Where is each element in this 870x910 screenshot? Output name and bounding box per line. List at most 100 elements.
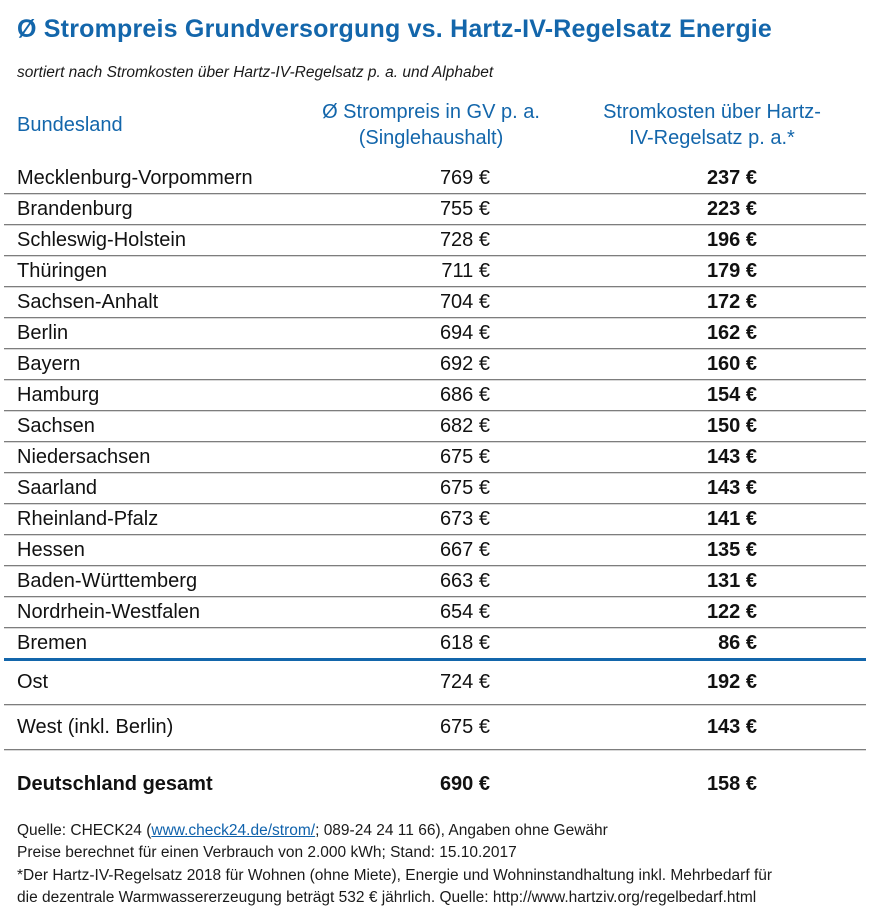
row-divider xyxy=(4,255,866,257)
bundesland-name: Berlin xyxy=(17,322,69,344)
footer-quelle-prefix: Quelle: CHECK24 ( xyxy=(17,822,152,839)
row-divider xyxy=(4,627,866,629)
table-row-mecklenburg-vorpommern: Mecklenburg-Vorpommern 769 € 237 € xyxy=(0,164,870,193)
strompreis-value: 711 € xyxy=(441,260,490,282)
row-divider xyxy=(4,379,866,381)
strompreis-value: 692 € xyxy=(439,353,490,375)
region-name: West (inkl. Berlin) xyxy=(17,716,174,738)
strompreis-value: 755 € xyxy=(439,198,490,220)
check24-link[interactable]: www.check24.de/strom/ xyxy=(151,822,316,839)
bundesland-name: Thüringen xyxy=(17,260,108,282)
strompreis-value: 769 € xyxy=(439,167,490,189)
column-header-strompreis: Ø Strompreis in GV p. a. (Singlehaushalt… xyxy=(300,99,562,151)
strompreis-value: 724 € xyxy=(439,671,490,693)
strompreis-value: 654 € xyxy=(439,601,490,623)
overcost-value: 158 € xyxy=(706,772,757,795)
table-row-saarland: Saarland 675 € 143 € xyxy=(0,474,870,503)
overcost-value: 162 € xyxy=(706,322,757,344)
overcost-value: 150 € xyxy=(706,415,757,437)
strompreis-value: 728 € xyxy=(439,229,490,251)
row-divider xyxy=(4,534,866,536)
footer-line-3: *Der Hartz-IV-Regelsatz 2018 für Wohnen … xyxy=(17,866,773,884)
table-row-ost: Ost 724 € 192 € xyxy=(0,661,870,704)
overcost-value: 143 € xyxy=(706,477,757,499)
total-name: Deutschland gesamt xyxy=(17,772,213,795)
footer-quelle-suffix: ; 089-24 24 11 66), Angaben ohne Gewähr xyxy=(315,822,608,839)
overcost-value: 131 € xyxy=(706,570,757,592)
row-divider xyxy=(4,317,866,319)
column-header-stromkosten-line1: Stromkosten über Hartz- xyxy=(603,101,821,123)
bundesland-name: Nordrhein-Westfalen xyxy=(17,601,201,623)
strompreis-value: 675 € xyxy=(439,716,490,738)
table-row-deutschland-gesamt: Deutschland gesamt 690 € 158 € xyxy=(0,764,870,804)
infographic-table: Ø Strompreis Grundversorgung vs. Hartz-I… xyxy=(0,15,870,910)
row-divider xyxy=(4,193,866,195)
table-body: Mecklenburg-Vorpommern 769 € 237 € Brand… xyxy=(0,164,870,804)
overcost-value: 237 € xyxy=(706,167,757,189)
row-divider xyxy=(4,286,866,288)
table-row-schleswig-holstein: Schleswig-Holstein 728 € 196 € xyxy=(0,226,870,255)
table-row-sachsen: Sachsen 682 € 150 € xyxy=(0,412,870,441)
row-divider xyxy=(4,441,866,443)
column-header-bundesland: Bundesland xyxy=(17,114,123,136)
row-divider xyxy=(4,704,866,706)
region-name: Ost xyxy=(17,671,49,693)
bundesland-name: Baden-Württemberg xyxy=(17,570,198,592)
strompreis-value: 673 € xyxy=(439,508,490,530)
footer-source-note: Quelle: CHECK24 (www.check24.de/strom/; … xyxy=(17,820,853,909)
table-row-hamburg: Hamburg 686 € 154 € xyxy=(0,381,870,410)
strompreis-value: 663 € xyxy=(439,570,490,592)
page-title: Ø Strompreis Grundversorgung vs. Hartz-I… xyxy=(17,15,773,43)
overcost-value: 141 € xyxy=(706,508,757,530)
table-row-sachsen-anhalt: Sachsen-Anhalt 704 € 172 € xyxy=(0,288,870,317)
bundesland-name: Brandenburg xyxy=(17,198,133,220)
table-row-berlin: Berlin 694 € 162 € xyxy=(0,319,870,348)
strompreis-value: 675 € xyxy=(439,477,490,499)
strompreis-value: 686 € xyxy=(439,384,490,406)
row-divider xyxy=(4,472,866,474)
overcost-value: 122 € xyxy=(706,601,757,623)
table-row-brandenburg: Brandenburg 755 € 223 € xyxy=(0,195,870,224)
bundesland-name: Hessen xyxy=(17,539,85,561)
row-divider xyxy=(4,224,866,226)
strompreis-value: 694 € xyxy=(439,322,490,344)
strompreis-value: 704 € xyxy=(439,291,490,313)
row-divider xyxy=(4,596,866,598)
bundesland-name: Saarland xyxy=(17,477,98,499)
column-header-strompreis-line1: Ø Strompreis in GV p. a. xyxy=(322,101,540,123)
strompreis-value: 618 € xyxy=(439,632,490,654)
row-divider xyxy=(4,749,866,751)
strompreis-value: 682 € xyxy=(439,415,490,437)
strompreis-value: 690 € xyxy=(439,772,490,795)
overcost-value: 143 € xyxy=(706,446,757,468)
footer-line-4: die dezentrale Warmwassererzeugung beträ… xyxy=(17,888,757,906)
column-header-strompreis-line2: (Singlehaushalt) xyxy=(358,127,504,149)
overcost-value: 196 € xyxy=(706,229,757,251)
section-divider-blue xyxy=(4,658,866,661)
overcost-value: 135 € xyxy=(706,539,757,561)
overcost-value: 154 € xyxy=(706,384,757,406)
overcost-value: 192 € xyxy=(706,671,757,693)
table-row-hessen: Hessen 667 € 135 € xyxy=(0,536,870,565)
footer-line-1: Quelle: CHECK24 (www.check24.de/strom/; … xyxy=(17,820,853,842)
row-divider xyxy=(4,565,866,567)
table-row-west: West (inkl. Berlin) 675 € 143 € xyxy=(0,706,870,749)
table-row-rheinland-pfalz: Rheinland-Pfalz 673 € 141 € xyxy=(0,505,870,534)
column-header-stromkosten: Stromkosten über Hartz- IV-Regelsatz p. … xyxy=(562,99,862,151)
bundesland-name: Rheinland-Pfalz xyxy=(17,508,159,530)
bundesland-name: Mecklenburg-Vorpommern xyxy=(17,167,253,189)
table-header: Bundesland Ø Strompreis in GV p. a. (Sin… xyxy=(0,99,870,151)
column-header-stromkosten-line2: IV-Regelsatz p. a.* xyxy=(629,127,795,149)
overcost-value: 160 € xyxy=(706,353,757,375)
table-row-nordrhein-westfalen: Nordrhein-Westfalen 654 € 122 € xyxy=(0,598,870,627)
overcost-value: 172 € xyxy=(706,291,757,313)
overcost-value: 86 € xyxy=(718,632,757,654)
bundesland-name: Schleswig-Holstein xyxy=(17,229,186,251)
bundesland-name: Sachsen-Anhalt xyxy=(17,291,159,313)
bundesland-name: Niedersachsen xyxy=(17,446,151,468)
row-divider xyxy=(4,503,866,505)
bundesland-name: Bayern xyxy=(17,353,81,375)
bundesland-name: Bremen xyxy=(17,632,88,654)
row-divider xyxy=(4,348,866,350)
footer-line-2: Preise berechnet für einen Verbrauch von… xyxy=(17,844,517,862)
